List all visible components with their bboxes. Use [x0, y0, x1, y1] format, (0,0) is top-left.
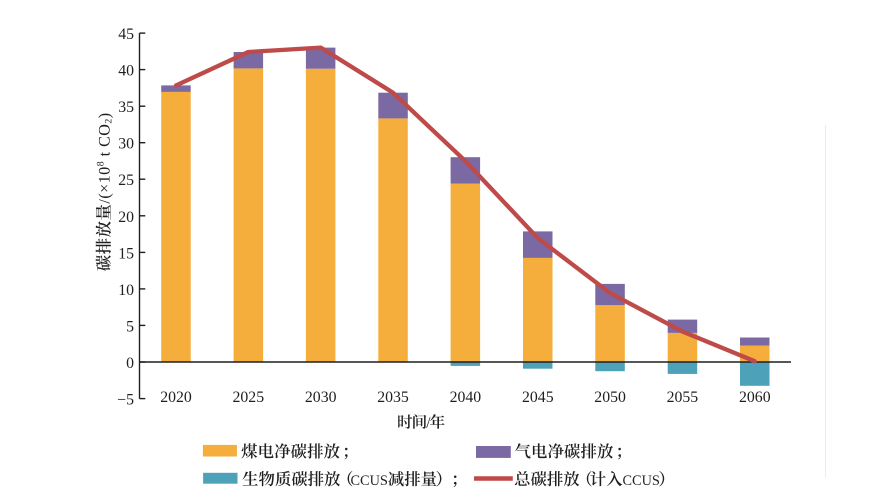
- svg-text:2050: 2050: [594, 389, 626, 406]
- svg-text:30: 30: [118, 136, 134, 153]
- svg-text:45: 45: [118, 26, 134, 43]
- svg-text:5: 5: [126, 318, 134, 335]
- svg-text:0: 0: [126, 355, 134, 372]
- svg-text:35: 35: [118, 99, 134, 116]
- svg-text:2055: 2055: [667, 389, 699, 406]
- svg-text:2035: 2035: [377, 389, 409, 406]
- svg-text:20: 20: [118, 209, 134, 226]
- svg-text:2040: 2040: [450, 389, 482, 406]
- svg-text:2020: 2020: [160, 389, 192, 406]
- svg-text:2030: 2030: [305, 389, 337, 406]
- svg-text:40: 40: [118, 63, 134, 80]
- svg-text:15: 15: [118, 245, 134, 262]
- svg-text:25: 25: [118, 172, 134, 189]
- svg-text:2060: 2060: [739, 389, 771, 406]
- svg-text:2045: 2045: [522, 389, 554, 406]
- svg-text:10: 10: [118, 282, 134, 299]
- svg-text:−5: −5: [117, 392, 134, 409]
- svg-text:2025: 2025: [233, 389, 265, 406]
